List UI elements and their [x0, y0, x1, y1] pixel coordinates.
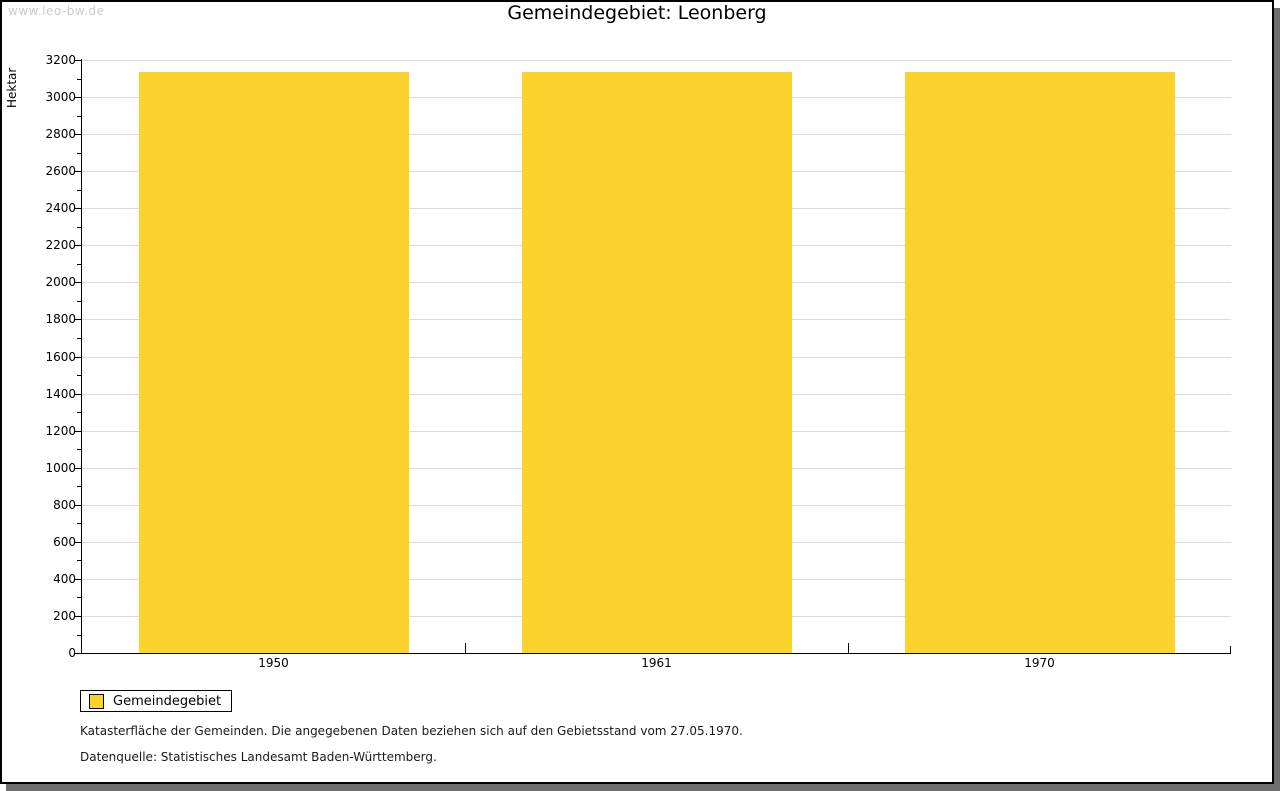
y-major-tick-mark	[75, 615, 81, 617]
x-category-label: 1950	[258, 656, 289, 670]
y-major-tick-mark	[75, 430, 81, 432]
y-minor-tick-mark	[77, 226, 81, 228]
x-axis-end-tick	[1230, 646, 1231, 653]
y-minor-tick-mark	[77, 597, 81, 599]
legend: Gemeindegebiet	[80, 690, 232, 712]
y-tick-label: 1000	[45, 460, 76, 475]
x-boundary-tick-mark	[848, 643, 849, 653]
y-major-tick-mark	[75, 97, 81, 99]
y-tick-label: 2200	[45, 238, 76, 253]
y-major-tick-mark	[75, 653, 81, 654]
y-minor-tick-mark	[77, 560, 81, 562]
y-tick-label: 2400	[45, 201, 76, 216]
y-minor-tick-mark	[77, 523, 81, 525]
y-tick-label: 2600	[45, 164, 76, 179]
y-major-tick-mark	[75, 504, 81, 506]
bar	[904, 72, 1175, 653]
y-minor-tick-mark	[77, 300, 81, 302]
y-tick-label: 1200	[45, 423, 76, 438]
footnote: Katasterfläche der Gemeinden. Die angege…	[80, 724, 743, 738]
y-tick-label: 3200	[45, 53, 76, 67]
legend-label: Gemeindegebiet	[113, 693, 222, 709]
y-major-tick-mark	[75, 134, 81, 136]
y-major-tick-mark	[75, 282, 81, 284]
y-minor-tick-mark	[77, 189, 81, 191]
watermark: www.leo-bw.de	[8, 4, 105, 18]
plot-area	[82, 60, 1231, 653]
y-tick-label: 800	[53, 497, 76, 512]
y-tick-label: 600	[53, 534, 76, 549]
y-major-tick-mark	[75, 319, 81, 321]
y-minor-tick-mark	[77, 78, 81, 80]
y-major-tick-mark	[75, 541, 81, 543]
y-minor-tick-mark	[77, 263, 81, 265]
y-tick-label: 1400	[45, 386, 76, 401]
y-minor-tick-mark	[77, 634, 81, 636]
y-minor-tick-mark	[77, 449, 81, 451]
y-major-tick-mark	[75, 578, 81, 580]
y-tick-label: 1600	[45, 349, 76, 364]
y-tick-label: 0	[68, 646, 76, 660]
y-tick-label: 2800	[45, 127, 76, 142]
y-tick-label: 2000	[45, 275, 76, 290]
y-major-tick-mark	[75, 171, 81, 173]
y-major-tick-mark	[75, 393, 81, 395]
y-major-tick-mark	[75, 60, 81, 61]
y-minor-tick-mark	[77, 486, 81, 488]
bar	[138, 72, 409, 653]
y-tick-label: 400	[53, 571, 76, 586]
x-axis-line	[81, 653, 1231, 654]
y-major-tick-mark	[75, 356, 81, 358]
y-tick-label: 1800	[45, 312, 76, 327]
y-axis-title: Hektar	[5, 67, 19, 108]
y-tick-label: 200	[53, 608, 76, 623]
y-tick-label: 3000	[45, 90, 76, 105]
gridline	[82, 60, 1231, 61]
x-category-label: 1961	[641, 656, 672, 670]
y-major-tick-mark	[75, 467, 81, 469]
y-minor-tick-mark	[77, 375, 81, 376]
y-major-tick-mark	[75, 245, 81, 247]
x-boundary-tick-mark	[465, 643, 466, 653]
y-minor-tick-mark	[77, 152, 81, 154]
legend-swatch-icon	[89, 693, 104, 709]
source-note: Datenquelle: Statistisches Landesamt Bad…	[80, 750, 437, 764]
y-axis-line	[81, 59, 82, 654]
x-category-label: 1970	[1024, 656, 1055, 670]
chart-title: Gemeindegebiet: Leonberg	[507, 2, 767, 24]
bar	[521, 72, 792, 653]
y-minor-tick-mark	[77, 115, 81, 117]
y-major-tick-mark	[75, 208, 81, 210]
y-minor-tick-mark	[77, 412, 81, 414]
y-minor-tick-mark	[77, 338, 81, 339]
